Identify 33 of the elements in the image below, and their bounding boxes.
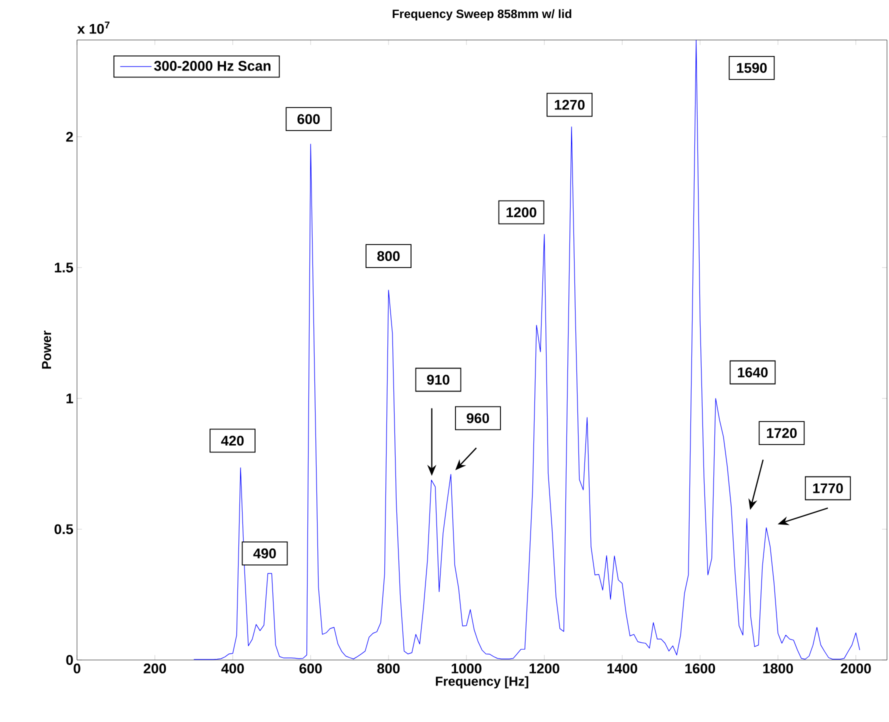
y-tick-label: 2 [66,132,73,142]
x-tick-label: 1000 [452,664,482,674]
x-tick-label: 1600 [685,664,716,674]
x-axis-title: Frequency [Hz] [436,676,528,688]
x-tick-label: 1400 [608,664,638,674]
x-tick-label: 800 [377,664,400,674]
annotation: 1590 [737,62,767,73]
y-tick-label: 1 [66,394,74,404]
annotation: 600 [297,114,320,124]
annotation: 960 [466,413,490,424]
x-tick-label: 0 [74,664,80,674]
x-tick-label: 2000 [840,664,871,674]
annotation: 490 [253,548,276,558]
y-tick-label: 0.5 [54,524,74,534]
legend-label: 300-2000 Hz Scan [154,60,270,71]
annotation: 1270 [554,100,585,110]
annotation: 1640 [738,367,768,378]
x-tick-label: 200 [144,664,166,674]
y-tick-label: 1.5 [54,262,74,272]
annotation: 420 [221,436,244,446]
annotation: 1720 [767,428,797,438]
annotation: 910 [427,374,450,385]
x-tick-label: 1200 [530,664,560,674]
text: x 10$^{7}$ [77,22,110,34]
x-tick-label: 400 [221,664,244,674]
x-tick-label: 1800 [763,664,793,674]
x-tick-label: 600 [299,664,322,674]
annotation: 800 [377,251,400,262]
chart-title: Frequency Sweep 858mm w/ lid [392,9,572,20]
annotation: 1770 [813,483,843,494]
annotation: 1200 [506,207,536,218]
y-tick-label: 0 [66,655,73,665]
y-axis-title: Power [42,330,52,369]
